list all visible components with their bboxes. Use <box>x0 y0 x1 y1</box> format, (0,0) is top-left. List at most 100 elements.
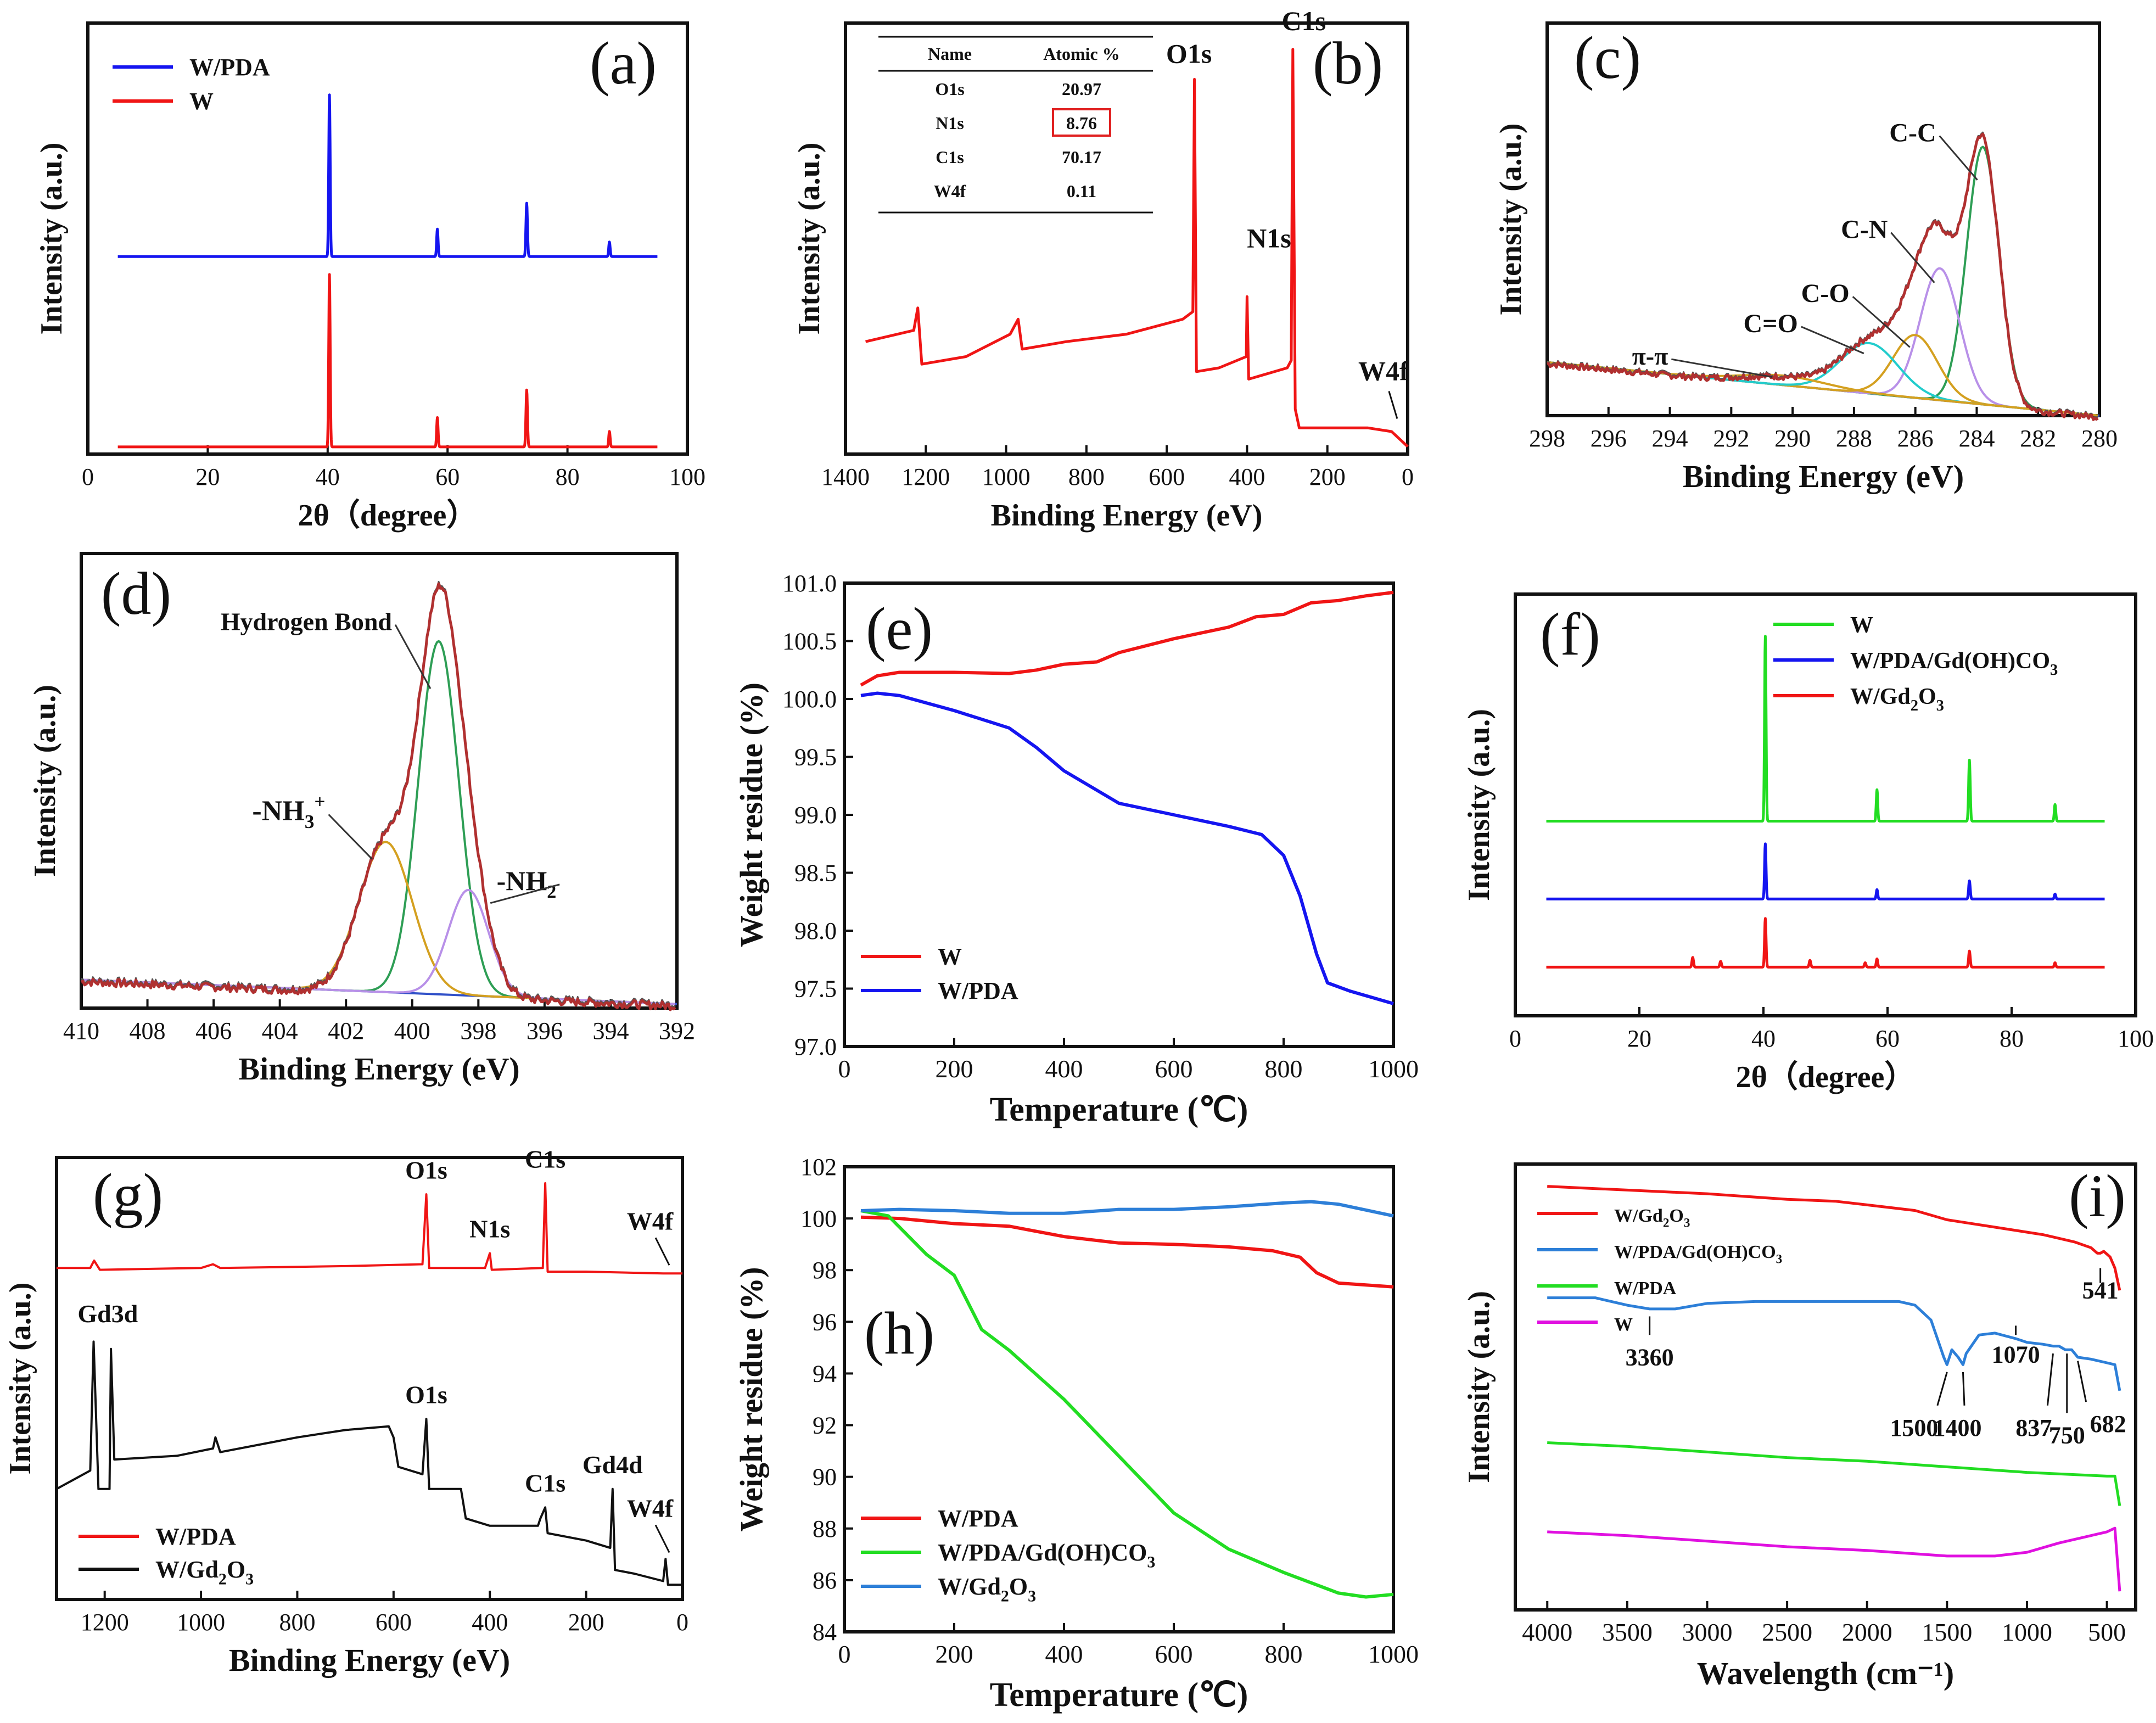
label-leader <box>1890 232 1935 283</box>
y-axis-label: Weight residue (%) <box>733 1267 769 1531</box>
x-tick-label: 0 <box>1402 463 1414 490</box>
y-tick-label: 92 <box>813 1412 837 1439</box>
panel-label: (f) <box>1540 601 1600 668</box>
y-tick-label: 97.5 <box>794 976 837 1003</box>
y-tick-label: 99.0 <box>794 802 837 829</box>
y-tick-label: 90 <box>813 1464 837 1491</box>
panel-d: 410 408 406 404 402 400 398 396 394 392 Binding En… <box>28 552 695 1087</box>
x-tick-label: 1000 <box>1368 1055 1419 1083</box>
x-tick-label: 294 <box>1652 425 1688 452</box>
panel-label: (b) <box>1313 30 1383 97</box>
fit-component <box>81 841 676 1005</box>
table-cell: 0.11 <box>1067 181 1096 201</box>
x-tick-label: 404 <box>262 1017 298 1044</box>
x-tick-label: 400 <box>1229 463 1265 490</box>
raw-data-line <box>81 580 676 1009</box>
legend-label: W <box>189 88 214 115</box>
y-tick-label: 98 <box>813 1257 837 1284</box>
x-tick-label: 40 <box>316 463 340 490</box>
panel-label: (c) <box>1574 24 1641 91</box>
peak-annotation: N1s <box>469 1215 510 1243</box>
peak-label: 3360 <box>1626 1344 1674 1370</box>
x-tick-label: 20 <box>195 463 220 490</box>
series-line <box>860 590 1394 687</box>
x-tick-label: 396 <box>527 1017 563 1044</box>
x-tick-label: 800 <box>1265 1055 1303 1083</box>
x-tick-label: 2500 <box>1762 1618 1812 1646</box>
x-tick-label: 3500 <box>1602 1618 1653 1646</box>
x-tick-label: 500 <box>2088 1618 2126 1646</box>
panel-h: 0 200 400 600 800 1000 84 86 88 90 92 94 96 98 100 102 T… <box>733 1154 1419 1714</box>
x-tick-label: 1000 <box>1368 1640 1419 1668</box>
peak-label: 750 <box>2049 1422 2085 1448</box>
legend-label: W/Gd2O3 <box>1850 684 1944 714</box>
peak-annotation: N1s <box>1247 222 1291 253</box>
x-tick-label: 1000 <box>982 463 1031 490</box>
component-label: Hydrogen Bond <box>221 608 393 636</box>
legend-label: W/PDA/Gd(OH)CO3 <box>1614 1242 1782 1267</box>
peak-annotation: C1s <box>525 1469 565 1497</box>
x-tick-label: 800 <box>279 1609 315 1636</box>
series-line <box>860 1215 1394 1289</box>
y-axis-label: Intensity (a.u.) <box>3 1282 37 1474</box>
x-axis-label: Temperature (℃) <box>990 1091 1248 1128</box>
peak-arrow <box>1936 1372 1948 1406</box>
x-tick-label: 0 <box>838 1640 851 1668</box>
panel-label: (d) <box>101 560 171 627</box>
panel-c: 298 296 294 292 290 288 286 284 282 280 Binding En… <box>1494 21 2118 494</box>
x-axis-label: Binding Energy (eV) <box>991 499 1263 533</box>
x-axis-label: Binding Energy (eV) <box>229 1642 510 1678</box>
table-cell: 8.76 <box>1066 113 1097 133</box>
x-tick-label: 60 <box>435 463 460 490</box>
x-tick-label: 600 <box>1155 1640 1193 1668</box>
table-cell: N1s <box>936 113 964 133</box>
y-axis-label: Intensity (a.u.) <box>35 142 69 334</box>
peak-annotation: O1s <box>405 1156 447 1184</box>
x-tick-label: 400 <box>1045 1055 1083 1083</box>
legend-label: W/Gd2O3 <box>1614 1206 1690 1230</box>
legend-label: W/PDA/Gd(OH)CO3 <box>938 1539 1155 1571</box>
x-tick-label: 0 <box>838 1055 851 1083</box>
x-tick-label: 3000 <box>1682 1618 1732 1646</box>
label-leader <box>394 624 432 689</box>
series-line <box>1547 1441 2121 1506</box>
envelope-line <box>1547 132 2099 421</box>
peak-annotation: O1s <box>1166 38 1212 69</box>
x-axis-label: Temperature (℃) <box>990 1676 1248 1714</box>
plot-frame <box>55 1156 684 1601</box>
component-label: C-O <box>1801 279 1850 308</box>
component-label: -NH2 <box>497 865 557 902</box>
component-label: C-C <box>1889 118 1936 147</box>
peak-annotation: C1s <box>1282 5 1326 36</box>
legend-label: W <box>938 943 962 970</box>
x-tick-label: 200 <box>936 1640 973 1668</box>
x-tick-label: 408 <box>130 1017 166 1044</box>
panel-b: 1400 1200 1000 800 600 400 200 0 Binding Energy … <box>792 5 1414 533</box>
x-tick-label: 394 <box>592 1017 629 1044</box>
peak-arrow <box>2077 1361 2087 1402</box>
x-tick-label: 1400 <box>821 463 870 490</box>
series-line <box>1547 1526 2121 1592</box>
label-leader <box>490 883 560 904</box>
table-cell: 70.17 <box>1062 147 1101 167</box>
series-line <box>865 48 1409 448</box>
panel-label: (a) <box>590 30 657 97</box>
panel-label: (i) <box>2069 1162 2126 1229</box>
x-tick-label: 392 <box>659 1017 695 1044</box>
x-tick-label: 1000 <box>177 1609 225 1636</box>
y-axis-label: Intensity (a.u.) <box>1462 709 1496 901</box>
component-label: π-π <box>1632 342 1668 370</box>
legend-label: W/PDA <box>155 1523 236 1550</box>
series-line <box>860 691 1394 1005</box>
x-tick-label: 600 <box>1155 1055 1193 1083</box>
y-tick-label: 94 <box>813 1360 837 1387</box>
panel-i: 4000 3500 3000 2500 2000 1500 1000 500 Wavelengt… <box>1462 1162 2137 1691</box>
label-leader <box>1939 135 1978 181</box>
table-cell: C1s <box>936 147 964 167</box>
y-tick-label: 96 <box>813 1308 837 1335</box>
series-line <box>57 1182 682 1275</box>
y-axis-label: Intensity (a.u.) <box>792 142 826 334</box>
y-axis-label: Intensity (a.u.) <box>28 685 62 877</box>
y-axis-label: Weight residue (%) <box>733 683 769 947</box>
